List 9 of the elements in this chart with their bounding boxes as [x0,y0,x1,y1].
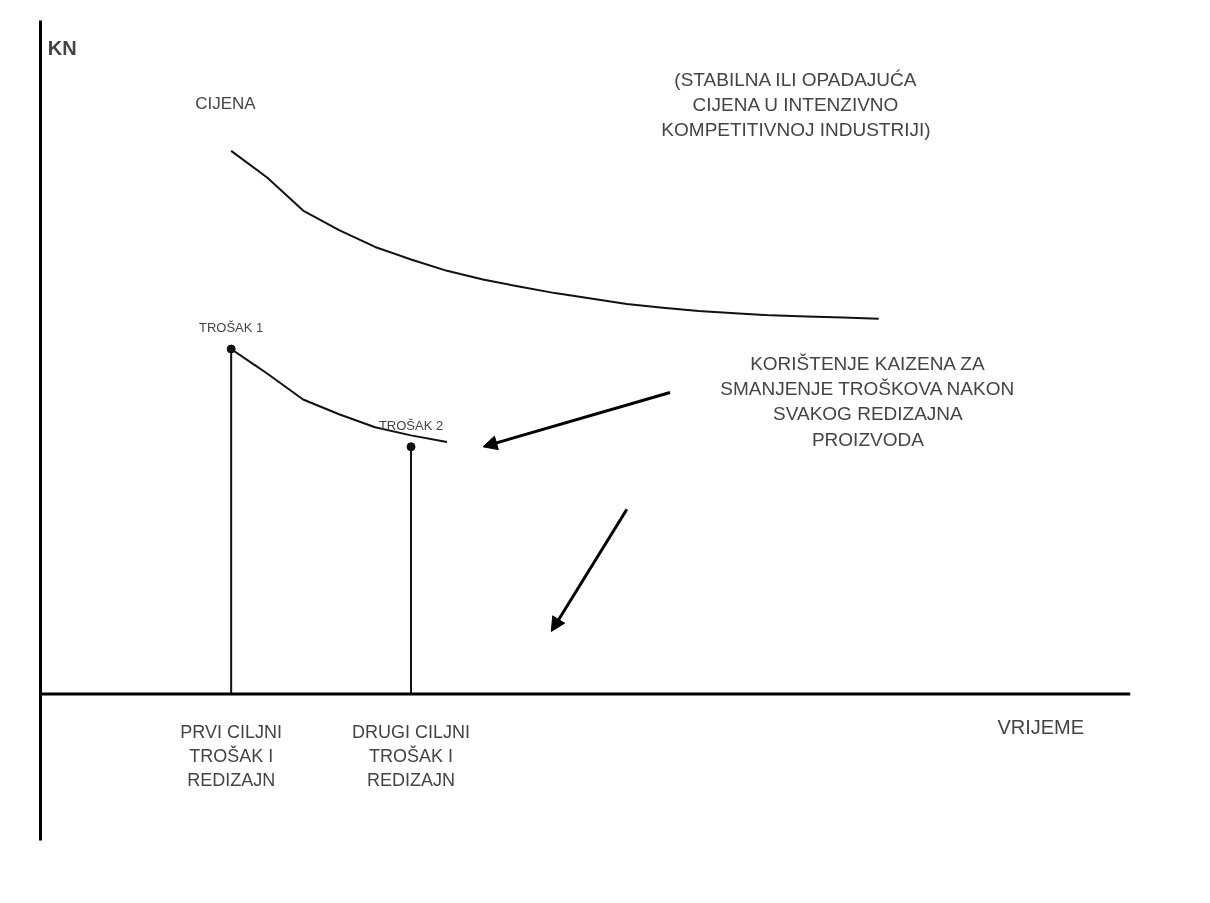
x-tick-label: PRVI CILJNI TROŠAK I REDIZAJN [180,721,283,790]
x-tick-label: DRUGI CILJNI TROŠAK I REDIZAJN [352,721,471,790]
text: CIJENA [195,93,257,113]
text: KN [47,36,77,59]
annotation: TROŠAK 2 [378,417,444,433]
text: VRIJEME [997,715,1085,738]
annotation: TROŠAK 1 [199,320,264,336]
annotation: KORIŠTENJE KAIZENA ZA SMANJENJE TROŠKOVA NAKON SVAKOG REDIZAJNA PROIZVODA [720,352,1015,450]
text: (STABILNA ILI OPADAJUĆA CIJENA U INTENZIVNO KOMPETITIVNOJ INDUSTRIJI) [661,68,931,140]
